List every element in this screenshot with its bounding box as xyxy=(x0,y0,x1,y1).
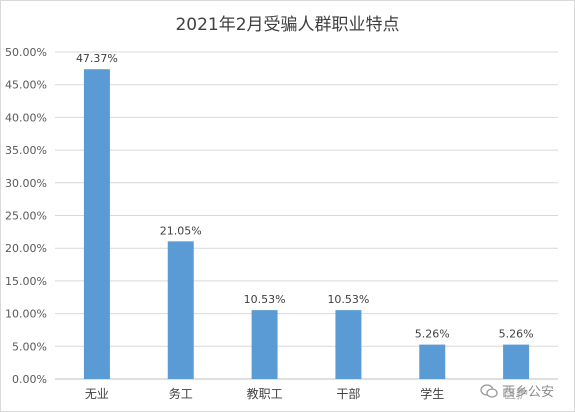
bar xyxy=(335,310,362,379)
y-tick-label: 45.00% xyxy=(5,79,47,92)
y-tick-label: 10.00% xyxy=(5,308,47,321)
y-axis-ticks: 0.00% 5.00% 10.00% 15.00% 20.00% 25.00% 30.00%… xyxy=(5,46,47,386)
y-tick-label: 25.00% xyxy=(5,210,47,223)
x-axis-ticks: 无业务工教职工干部学生医护 xyxy=(85,386,528,401)
x-tick-label: 无业 xyxy=(85,387,109,401)
x-tick-label: 务工 xyxy=(169,386,193,401)
data-label: 10.53% xyxy=(244,293,286,306)
y-tick-label: 5.00% xyxy=(12,340,47,353)
x-tick-label: 教职工 xyxy=(247,386,283,401)
wechat-official-account-icon xyxy=(480,383,498,398)
x-tick-label: 干部 xyxy=(336,386,360,401)
data-label: 47.37% xyxy=(76,52,118,65)
y-tick-label: 0.00% xyxy=(12,373,47,386)
data-label: 10.53% xyxy=(327,293,369,306)
watermark: 西乡公安 xyxy=(478,381,557,400)
y-tick-label: 20.00% xyxy=(5,242,47,255)
data-labels: 47.37% 21.05% 10.53% 10.53% 5.26% 5.26% xyxy=(76,52,534,340)
data-label: 21.05% xyxy=(160,224,202,237)
y-tick-label: 35.00% xyxy=(5,144,47,157)
y-tick-label: 30.00% xyxy=(5,177,47,190)
y-tick-label: 15.00% xyxy=(5,275,47,288)
y-tick-label: 50.00% xyxy=(5,46,47,59)
bar xyxy=(419,344,446,379)
watermark-text: 西乡公安 xyxy=(502,385,555,400)
bars xyxy=(83,69,530,380)
bar xyxy=(251,310,278,379)
y-tick-label: 40.00% xyxy=(5,111,47,124)
data-label: 5.26% xyxy=(499,328,534,341)
bar xyxy=(503,344,530,379)
bar xyxy=(83,69,110,380)
chart-title: 2021年2月受骗人群职业特点 xyxy=(175,15,400,35)
gridlines xyxy=(55,51,558,380)
x-tick-label: 学生 xyxy=(420,386,444,401)
bar xyxy=(167,241,194,379)
data-label: 5.26% xyxy=(415,328,450,341)
